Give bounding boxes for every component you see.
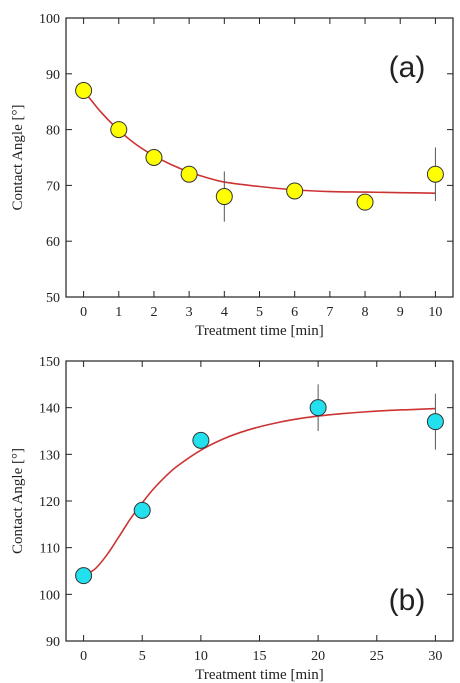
fit-line — [82, 90, 436, 195]
y-tick-label: 100 — [39, 12, 60, 27]
y-tick-label: 120 — [39, 495, 60, 510]
data-point — [110, 121, 128, 139]
y-tick-label: 130 — [39, 448, 60, 463]
x-axis-label: Treatment time [min] — [195, 323, 324, 339]
x-tick-label: 10 — [194, 649, 208, 664]
x-tick-label: 2 — [150, 305, 157, 320]
fit-curve — [82, 90, 436, 195]
x-tick-label: 7 — [326, 305, 333, 320]
tick-marks — [66, 17, 453, 298]
data-point — [356, 193, 374, 211]
y-tick-label: 150 — [39, 355, 60, 370]
x-tick-label: 30 — [428, 649, 442, 664]
y-tick-label: 70 — [46, 179, 60, 194]
tick-labels: 0 5 10 15 20 25 30 90 100 110 120 130 140 150 — [39, 355, 442, 664]
y-tick-label: 80 — [46, 124, 60, 139]
data-point — [145, 149, 163, 166]
x-tick-label: 3 — [186, 305, 193, 320]
error-bars — [317, 384, 436, 450]
x-tick-label: 5 — [139, 649, 146, 664]
y-axis-label: Contact Angle [°] — [10, 105, 26, 211]
x-tick-label: 4 — [221, 305, 228, 320]
panel-a: 0 1 2 3 4 5 6 7 8 9 10 50 60 70 80 90 100 Treatment time… — [10, 12, 454, 339]
data-point — [75, 82, 93, 100]
y-tick-label: 50 — [46, 291, 60, 306]
data-point — [192, 431, 210, 449]
x-tick-label: 0 — [80, 305, 87, 320]
fit-curve — [83, 407, 436, 577]
x-tick-label: 20 — [311, 649, 325, 664]
data-point — [133, 501, 151, 519]
y-axis-label: Contact Angle [°] — [10, 448, 26, 554]
y-tick-label: 90 — [46, 68, 60, 83]
x-tick-label: 0 — [80, 649, 87, 664]
data-point — [180, 165, 198, 183]
error-bars — [223, 147, 436, 222]
x-axis-label: Treatment time [min] — [195, 667, 324, 683]
y-tick-label: 100 — [39, 588, 60, 603]
data-point — [286, 182, 304, 200]
y-tick-label: 110 — [40, 542, 60, 557]
data-points — [75, 399, 444, 585]
data-points — [75, 82, 444, 211]
y-tick-label: 90 — [46, 635, 60, 650]
tick-marks — [66, 360, 453, 642]
data-point — [75, 567, 93, 585]
tick-labels: 0 1 2 3 4 5 6 7 8 9 10 50 60 70 80 90 100 — [39, 12, 442, 320]
x-tick-label: 25 — [370, 649, 384, 664]
data-point — [426, 165, 444, 183]
x-tick-label: 9 — [397, 305, 404, 320]
data-point — [309, 399, 327, 417]
x-tick-label: 8 — [362, 305, 369, 320]
panel-b: 0 5 10 15 20 25 30 90 100 110 120 130 140 150 Treatme… — [10, 355, 454, 683]
x-tick-label: 10 — [428, 305, 442, 320]
x-tick-label: 15 — [253, 649, 267, 664]
y-tick-label: 140 — [39, 402, 60, 417]
x-tick-label: 1 — [115, 305, 122, 320]
panel-tag: (a) — [389, 51, 426, 84]
data-point — [426, 413, 444, 431]
fit-line — [83, 407, 436, 577]
x-tick-label: 5 — [256, 305, 263, 320]
panel-tag: (b) — [389, 584, 426, 617]
x-tick-label: 6 — [291, 305, 298, 320]
y-tick-label: 60 — [46, 235, 60, 250]
data-point — [215, 188, 233, 206]
